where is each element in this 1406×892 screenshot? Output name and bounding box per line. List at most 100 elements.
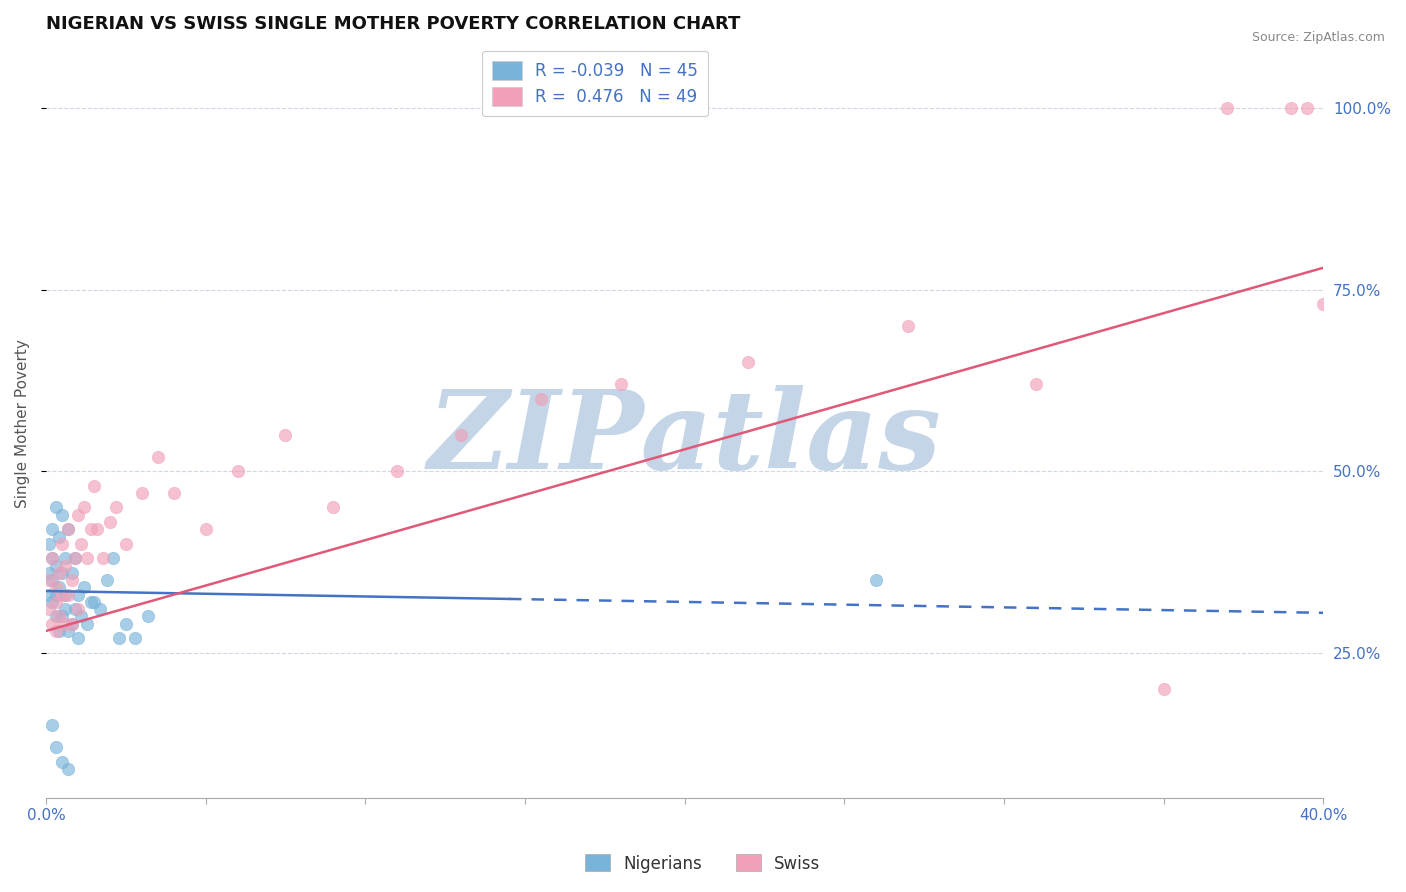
Point	[58, 762, 80, 776]
Text: NIGERIAN VS SWISS SINGLE MOTHER POVERTY CORRELATION CHART: NIGERIAN VS SWISS SINGLE MOTHER POVERTY …	[46, 15, 741, 33]
Point	[146, 450, 169, 464]
Point	[45, 558, 67, 573]
Point	[79, 595, 101, 609]
Point	[73, 581, 96, 595]
Point	[108, 632, 131, 646]
Point	[58, 522, 80, 536]
Point	[38, 602, 60, 616]
Point	[163, 486, 186, 500]
Point	[51, 609, 73, 624]
Point	[41, 718, 63, 732]
Point	[53, 551, 76, 566]
Point	[131, 486, 153, 500]
Point	[58, 624, 80, 638]
Text: Source: ZipAtlas.com: Source: ZipAtlas.com	[1251, 31, 1385, 45]
Point	[387, 464, 409, 478]
Point	[610, 376, 633, 391]
Point	[45, 588, 67, 602]
Point	[38, 573, 60, 587]
Point	[450, 427, 472, 442]
Point	[51, 566, 73, 580]
Point	[70, 537, 93, 551]
Point	[45, 624, 67, 638]
Point	[60, 566, 83, 580]
Point	[83, 479, 105, 493]
Point	[63, 551, 86, 566]
Point	[48, 566, 70, 580]
Point	[63, 551, 86, 566]
Point	[530, 392, 553, 406]
Point	[48, 530, 70, 544]
Point	[53, 616, 76, 631]
Point	[1312, 297, 1334, 311]
Point	[66, 588, 89, 602]
Point	[86, 522, 108, 536]
Point	[194, 522, 217, 536]
Point	[41, 551, 63, 566]
Point	[105, 500, 128, 515]
Point	[51, 755, 73, 769]
Point	[897, 318, 920, 333]
Point	[51, 537, 73, 551]
Point	[51, 588, 73, 602]
Point	[45, 740, 67, 755]
Point	[66, 508, 89, 522]
Point	[274, 427, 297, 442]
Point	[60, 616, 83, 631]
Legend: R = -0.039   N = 45, R =  0.476   N = 49: R = -0.039 N = 45, R = 0.476 N = 49	[482, 51, 709, 116]
Point	[114, 616, 136, 631]
Point	[45, 581, 67, 595]
Point	[76, 551, 98, 566]
Point	[41, 616, 63, 631]
Point	[322, 500, 344, 515]
Point	[73, 500, 96, 515]
Point	[79, 522, 101, 536]
Point	[38, 566, 60, 580]
Point	[76, 616, 98, 631]
Point	[737, 355, 759, 369]
Point	[83, 595, 105, 609]
Point	[136, 609, 159, 624]
Point	[41, 573, 63, 587]
Point	[70, 609, 93, 624]
Point	[58, 588, 80, 602]
Point	[66, 602, 89, 616]
Point	[48, 581, 70, 595]
Point	[63, 602, 86, 616]
Point	[58, 522, 80, 536]
Point	[865, 573, 887, 587]
Point	[41, 595, 63, 609]
Point	[41, 551, 63, 566]
Text: ZIPatlas: ZIPatlas	[427, 385, 942, 492]
Point	[1216, 101, 1239, 115]
Point	[48, 609, 70, 624]
Point	[96, 573, 118, 587]
Point	[101, 551, 124, 566]
Point	[1279, 101, 1302, 115]
Point	[60, 573, 83, 587]
Point	[124, 632, 146, 646]
Point	[89, 602, 111, 616]
Legend: Nigerians, Swiss: Nigerians, Swiss	[579, 847, 827, 880]
Y-axis label: Single Mother Poverty: Single Mother Poverty	[15, 340, 30, 508]
Point	[38, 537, 60, 551]
Point	[93, 551, 115, 566]
Point	[226, 464, 249, 478]
Point	[114, 537, 136, 551]
Point	[53, 558, 76, 573]
Point	[48, 624, 70, 638]
Point	[45, 609, 67, 624]
Point	[53, 602, 76, 616]
Point	[66, 632, 89, 646]
Point	[45, 595, 67, 609]
Point	[98, 515, 121, 529]
Point	[38, 588, 60, 602]
Point	[45, 500, 67, 515]
Point	[41, 522, 63, 536]
Point	[51, 508, 73, 522]
Point	[1153, 682, 1175, 697]
Point	[53, 588, 76, 602]
Point	[60, 616, 83, 631]
Point	[1296, 101, 1319, 115]
Point	[1025, 376, 1047, 391]
